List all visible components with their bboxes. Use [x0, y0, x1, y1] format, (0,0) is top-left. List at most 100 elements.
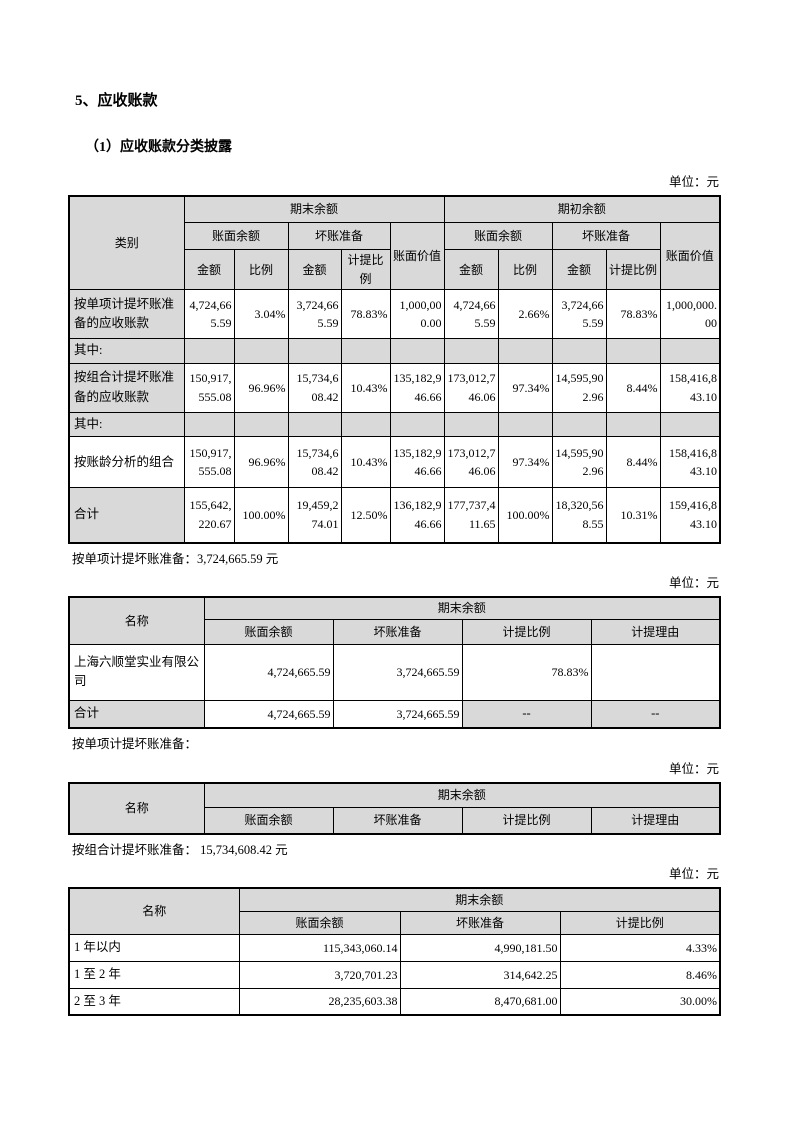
table-row: 按组合计提坏账准备的应收账款 150,917,555.08 96.96% 15,734… [68, 362, 721, 413]
column-header: 期末余额 [203, 596, 721, 620]
cell-value: 28,235,603.38 [238, 987, 401, 1016]
row-label: 1 年以内 [68, 933, 240, 962]
row-label: 合计 [68, 487, 185, 544]
column-header: 坏账准备 [287, 222, 391, 251]
cell-value: 10.43% [340, 436, 391, 489]
cell-value: 15,734,608.42 [287, 436, 342, 489]
table-header-row: 名称 期末余额 [68, 887, 721, 935]
cell-value: 4,990,181.50 [399, 933, 561, 962]
cell-value: 4.33% [559, 933, 721, 962]
cell-value: 3,724,665.59 [332, 699, 463, 729]
cell-value: 96.96% [233, 362, 289, 413]
cell-value: 158,416,843.10 [659, 436, 721, 489]
column-header: 账面余额 [183, 222, 289, 251]
unit-label: 单位：元 [668, 174, 719, 189]
column-header: 账面余额 [203, 618, 334, 645]
cell-value: 8,470,681.00 [399, 987, 561, 1016]
column-header: 坏账准备 [399, 910, 561, 935]
table-header-row: 金额 比例 金额 计提比例 金额 比例 金额 计提比例 [69, 249, 720, 291]
cell-value: 4,724,665.59 [203, 699, 334, 729]
row-label: 上海六顺堂实业有限公司 [68, 643, 205, 701]
cell-value: 173,012,746.06 [443, 362, 499, 413]
cell-value [659, 338, 721, 364]
cell-value [389, 338, 445, 364]
cell-value [497, 338, 553, 364]
column-header: 名称 [68, 596, 205, 645]
cell-value: 150,917,555.08 [183, 436, 235, 489]
cell-value: 3,724,665.59 [287, 289, 342, 340]
cell-value [551, 338, 607, 364]
cell-value [340, 411, 391, 438]
row-label: 按单项计提坏账准备的应收账款 [68, 289, 185, 340]
table-row: 其中: [68, 411, 721, 438]
row-label: 其中: [68, 338, 185, 364]
cell-value: 100.00% [233, 487, 289, 544]
row-label: 2 至 3 年 [68, 987, 240, 1016]
table-row: 其中: [68, 338, 721, 364]
table-header-row: 账面余额 坏账准备 账面价值 账面余额 坏账准备 账面价值 [69, 222, 721, 291]
note-individual-provision-empty: 按单项计提坏账准备： [72, 737, 198, 752]
cell-value: 4,724,665.59 [183, 289, 235, 340]
column-header: 比例 [497, 249, 553, 291]
cell-value [287, 338, 342, 364]
row-label: 1 至 2 年 [68, 960, 240, 989]
column-header: 计提比例 [559, 910, 721, 935]
table-header-row: 账面余额 坏账准备 计提比例 计提理由 [69, 807, 721, 835]
column-header: 比例 [233, 249, 289, 291]
cell-value [443, 338, 499, 364]
cell-value: 14,595,902.96 [551, 436, 607, 489]
cell-value: 3,720,701.23 [238, 960, 401, 989]
cell-value: 136,182,946.66 [389, 487, 445, 544]
note-portfolio-provision: 按组合计提坏账准备： 15,734,608.42 元 [72, 842, 288, 857]
cell-value: 158,416,843.10 [659, 362, 721, 413]
aging-table: 名称 期末余额 账面余额 坏账准备 计提比例 1 年以内 115,343,060.… [68, 887, 722, 1017]
column-header: 名称 [68, 887, 240, 935]
cell-value: 155,642,220.67 [183, 487, 235, 544]
cell-value [497, 411, 553, 438]
column-header: 账面余额 [238, 910, 401, 935]
cell-value [287, 411, 342, 438]
column-header: 账面余额 [443, 222, 553, 251]
table-header-row: 名称 期末余额 [68, 782, 721, 835]
column-header: 金额 [551, 249, 607, 291]
cell-value: -- [461, 699, 592, 729]
cell-value: 78.83% [340, 289, 391, 340]
cell-value: 4,724,665.59 [203, 643, 334, 701]
table-row: 2 至 3 年 28,235,603.38 8,470,681.00 30.00% [68, 987, 721, 1016]
cell-value [183, 338, 235, 364]
column-header: 类别 [68, 195, 185, 291]
cell-value [605, 338, 661, 364]
cell-value: 135,182,946.66 [389, 362, 445, 413]
row-label: 其中: [68, 411, 185, 438]
column-header: 期末余额 [203, 782, 721, 809]
cell-value: 115,343,060.14 [238, 933, 401, 962]
table-row: 上海六顺堂实业有限公司 4,724,665.59 3,724,665.59 78.83… [68, 643, 721, 701]
column-header: 坏账准备 [332, 807, 463, 835]
cell-value: 10.31% [605, 487, 661, 544]
table-header-row: 账面余额 坏账准备 计提比例 [69, 910, 721, 935]
cell-value [233, 338, 289, 364]
row-label: 合计 [68, 699, 205, 729]
cell-value [233, 411, 289, 438]
table-row: 按单项计提坏账准备的应收账款 4,724,665.59 3.04% 3,724,665… [68, 289, 721, 340]
table-header-row: 名称 期末余额 [68, 596, 721, 645]
column-header: 计提比例 [461, 807, 592, 835]
unit-label: 单位：元 [668, 761, 719, 776]
cell-value: 3.04% [233, 289, 289, 340]
cell-value: 78.83% [605, 289, 661, 340]
column-header: 金额 [183, 249, 235, 291]
cell-value [443, 411, 499, 438]
cell-value: 14,595,902.96 [551, 362, 607, 413]
cell-value: 173,012,746.06 [443, 436, 499, 489]
individual-provision-table-empty: 名称 期末余额 账面余额 坏账准备 计提比例 计提理由 [68, 781, 722, 835]
column-header: 名称 [68, 782, 205, 835]
cell-value [605, 411, 661, 438]
cell-value: 18,320,568.55 [551, 487, 607, 544]
column-header: 计提理由 [590, 807, 721, 835]
table-row: 1 年以内 115,343,060.14 4,990,181.50 4.33% [68, 933, 721, 962]
cell-value: -- [590, 699, 721, 729]
column-header: 金额 [443, 249, 499, 291]
subsection-title: （1）应收账款分类披露 [85, 140, 232, 155]
column-header: 期末余额 [238, 887, 721, 912]
